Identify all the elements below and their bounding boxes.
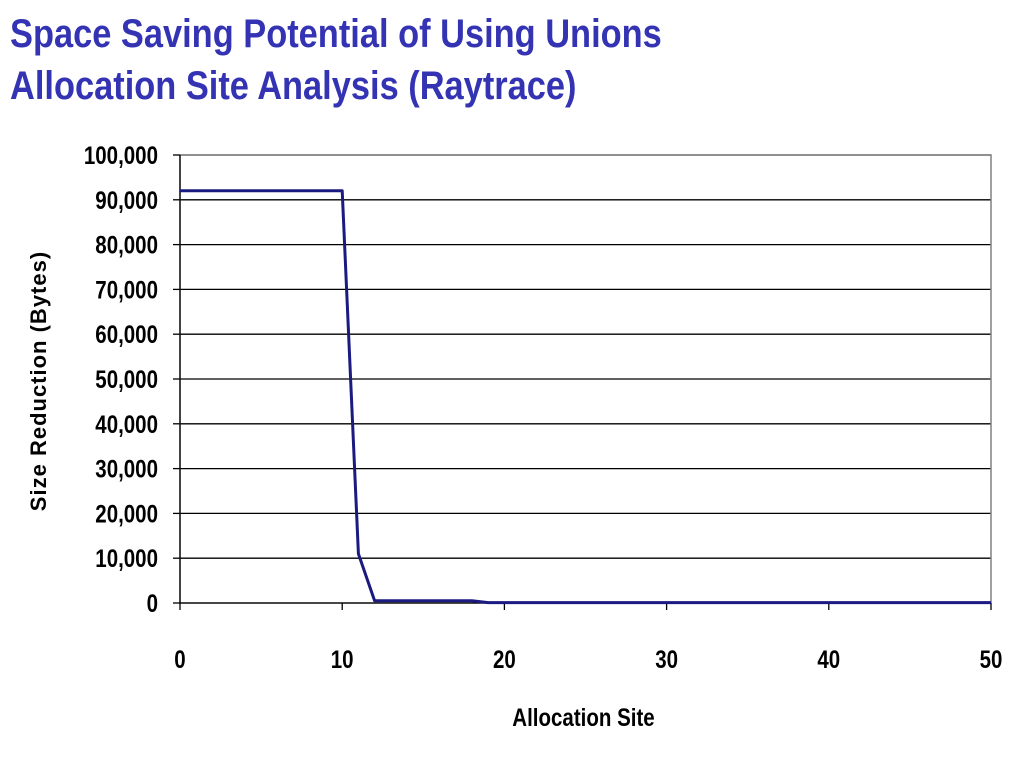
y-tick-label: 40,000 bbox=[95, 410, 158, 438]
y-tick-label: 80,000 bbox=[95, 231, 158, 259]
x-tick-label: 40 bbox=[817, 645, 840, 673]
series-group bbox=[180, 189, 991, 605]
x-tick-label: 50 bbox=[980, 645, 1003, 673]
y-tick-label: 20,000 bbox=[95, 499, 158, 527]
y-tick-label: 70,000 bbox=[95, 275, 158, 303]
x-tick-label: 10 bbox=[331, 645, 354, 673]
slide-title-line-2: Allocation Site Analysis (Raytrace) bbox=[10, 64, 577, 108]
y-tick-label: 30,000 bbox=[95, 455, 158, 483]
slide-title: Space Saving Potential of Using Unions A… bbox=[10, 8, 662, 112]
x-tick-label: 30 bbox=[655, 645, 678, 673]
x-axis-title: Allocation Site bbox=[512, 703, 654, 731]
y-tick-label: 50,000 bbox=[95, 365, 158, 393]
gridlines bbox=[180, 154, 991, 559]
y-tick-label: 90,000 bbox=[95, 186, 158, 214]
y-axis-title: Size Reduction (Bytes) bbox=[26, 251, 51, 511]
x-tick-label: 20 bbox=[493, 645, 516, 673]
y-tick-label: 10,000 bbox=[95, 544, 158, 572]
x-axis-tick-labels: 0 10 20 30 40 50 bbox=[174, 645, 1002, 673]
y-tick-label: 0 bbox=[147, 589, 158, 617]
series-line bbox=[180, 189, 991, 605]
y-tick-label: 60,000 bbox=[95, 320, 158, 348]
slide-title-line-1: Space Saving Potential of Using Unions bbox=[10, 12, 662, 56]
y-tick-label: 100,000 bbox=[84, 141, 158, 169]
x-tick-label: 0 bbox=[174, 645, 185, 673]
y-axis-tick-labels: 0 10,000 20,000 30,000 40,000 50,000 60,000 70,… bbox=[84, 141, 158, 617]
axes bbox=[173, 154, 992, 610]
